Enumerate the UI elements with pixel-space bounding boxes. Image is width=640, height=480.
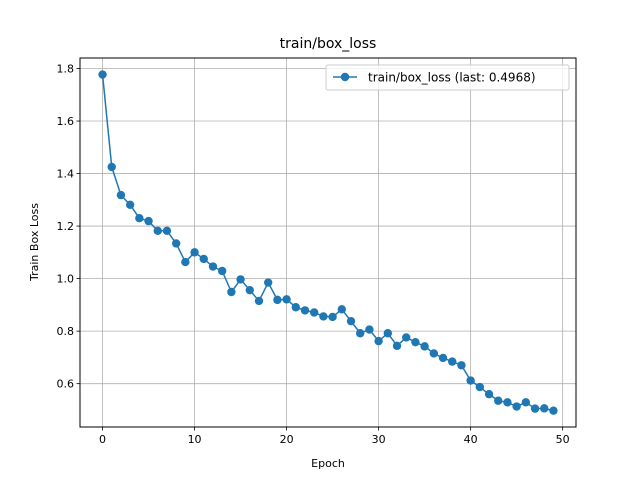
y-tick-label: 1.0: [57, 273, 75, 286]
data-point: [383, 329, 393, 338]
data-point: [227, 287, 236, 297]
data-point: [392, 341, 402, 351]
data-point: [273, 295, 282, 305]
y-tick-label: 0.6: [57, 378, 75, 391]
data-point: [135, 214, 144, 223]
data-point: [125, 200, 135, 210]
data-point: [181, 257, 190, 267]
data-point: [356, 329, 365, 338]
data-point: [512, 402, 521, 411]
data-point: [217, 266, 227, 276]
series-layer: [98, 70, 558, 415]
y-axis-ticks: 0.6 0.8 1.0 1.2 1.4 1.6 1.8: [57, 63, 80, 391]
data-point: [503, 398, 512, 407]
data-point: [549, 406, 558, 415]
legend-marker-swatch: [340, 72, 350, 82]
x-axis-label: Epoch: [311, 457, 345, 470]
data-point: [282, 295, 291, 304]
data-point: [365, 325, 374, 334]
legend: train/box_loss (last: 0.4968): [325, 64, 570, 91]
data-point: [466, 376, 475, 385]
data-point: [374, 336, 383, 346]
data-point: [438, 353, 448, 363]
data-point: [236, 275, 245, 284]
data-point: [162, 226, 172, 236]
data-point: [291, 303, 300, 312]
y-tick-label: 0.8: [57, 325, 75, 338]
data-point: [475, 382, 485, 392]
data-point: [337, 305, 347, 314]
data-point: [144, 216, 153, 226]
grid-lines: [80, 58, 576, 427]
data-point: [263, 278, 273, 287]
data-point: [484, 389, 494, 399]
data-point: [420, 342, 429, 351]
x-tick-label: 50: [556, 433, 570, 446]
data-point: [328, 312, 337, 322]
data-point: [402, 333, 411, 342]
legend-box: [325, 64, 570, 91]
data-point: [300, 306, 310, 315]
y-tick-label: 1.2: [57, 220, 75, 233]
data-point: [98, 70, 107, 79]
data-point: [429, 349, 439, 358]
y-tick-label: 1.8: [57, 63, 75, 76]
data-point: [153, 226, 162, 236]
data-point: [319, 312, 328, 321]
data-point: [494, 396, 503, 405]
data-point: [411, 337, 420, 347]
x-axis-ticks: 0 10 20 30 40 50: [99, 427, 570, 446]
y-tick-label: 1.6: [57, 115, 75, 128]
x-tick-label: 20: [280, 433, 294, 446]
data-point: [107, 162, 116, 172]
chart-title: train/box_loss: [280, 36, 377, 52]
data-point: [208, 262, 218, 271]
data-point: [171, 239, 181, 248]
data-point: [116, 190, 126, 200]
data-point: [245, 285, 254, 295]
data-point: [540, 404, 549, 413]
legend-entry-label: train/box_loss (last: 0.4968): [368, 71, 536, 85]
data-point: [521, 398, 531, 407]
data-point: [457, 361, 466, 370]
x-tick-label: 30: [372, 433, 386, 446]
data-point: [254, 296, 264, 306]
data-point: [346, 316, 356, 326]
data-point: [199, 254, 208, 264]
data-point: [530, 404, 540, 413]
data-point: [448, 357, 457, 366]
y-axis-label: Train Box Loss: [28, 203, 41, 282]
x-tick-label: 0: [99, 433, 106, 446]
data-point: [190, 248, 199, 257]
y-tick-label: 1.4: [57, 168, 75, 181]
plot-frame: [79, 57, 577, 428]
x-tick-label: 40: [464, 433, 478, 446]
x-tick-label: 10: [188, 433, 202, 446]
data-point: [309, 308, 319, 317]
